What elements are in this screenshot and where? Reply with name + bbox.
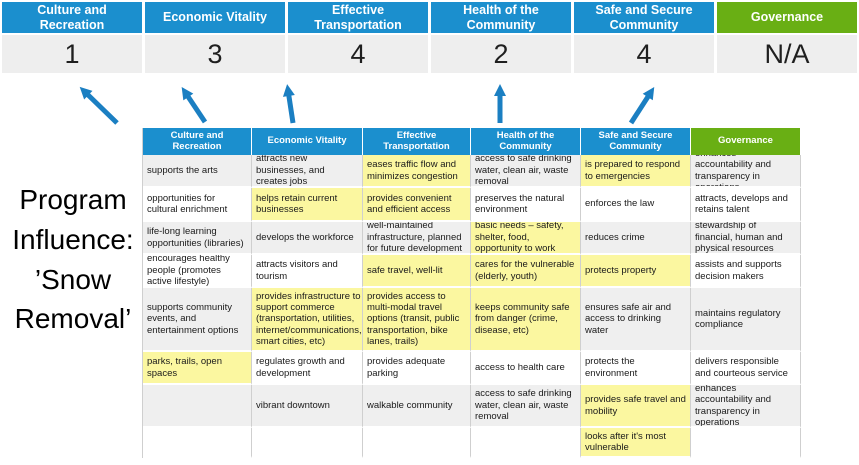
score-arrow-icon (282, 84, 296, 124)
score-arrows (79, 84, 655, 125)
matrix-cell (363, 428, 471, 458)
score-arrow-icon (79, 86, 119, 125)
matrix-header-governance: Governance (691, 128, 801, 155)
matrix-cell (143, 385, 252, 428)
matrix-cell: supports the arts (143, 155, 252, 188)
influence-matrix: Culture and Recreation Economic Vitality E… (142, 128, 801, 458)
matrix-cell: attracts, develops and retains talent (691, 188, 801, 222)
matrix-cell: basic needs – safety, shelter, food, opp… (471, 222, 581, 255)
matrix-cell: delivers responsible and courteous servi… (691, 352, 801, 385)
score-value-effective-transportation: 4 (288, 35, 428, 73)
matrix-cell: keeps community safe from danger (crime,… (471, 288, 581, 352)
matrix-header-health-of-the-community: Health of the Community (471, 128, 581, 155)
matrix-cell: preserves the natural environment (471, 188, 581, 222)
matrix-cell: enforces the law (581, 188, 691, 222)
matrix-header-culture-and-recreation: Culture and Recreation (143, 128, 252, 155)
matrix-cell: protects the environment (581, 352, 691, 385)
matrix-cell: provides convenient and efficient access (363, 188, 471, 222)
matrix-cell: cares for the vulnerable (elderly, youth… (471, 255, 581, 288)
scoreboard: Culture and Recreation Economic Vitality E… (2, 2, 857, 73)
scoreboard-header-culture-and-recreation: Culture and Recreation (2, 2, 142, 33)
score-value-health-of-the-community: 2 (431, 35, 571, 73)
scoreboard-header-effective-transportation: Effective Transportation (288, 2, 428, 33)
matrix-cell (252, 428, 363, 458)
matrix-cell: reduces crime (581, 222, 691, 255)
matrix-cell: provides infrastructure to support comme… (252, 288, 363, 352)
matrix-cell (471, 428, 581, 458)
matrix-cell: access to safe drinking water, clean air… (471, 385, 581, 428)
score-value-safe-and-secure-community: 4 (574, 35, 714, 73)
matrix-cell: is prepared to respond to emergencies (581, 155, 691, 188)
matrix-cell: protects property (581, 255, 691, 288)
matrix-cell: attracts visitors and tourism (252, 255, 363, 288)
matrix-cell: walkable community (363, 385, 471, 428)
matrix-cell: life-long learning opportunities (librar… (143, 222, 252, 255)
matrix-cell: safe travel, well-lit (363, 255, 471, 288)
matrix-cell: develops the workforce (252, 222, 363, 255)
matrix-cell: provides safe travel and mobility (581, 385, 691, 428)
matrix-cell: opportunities for cultural enrichment (143, 188, 252, 222)
matrix-cell: vibrant downtown (252, 385, 363, 428)
score-value-culture-and-recreation: 1 (2, 35, 142, 73)
matrix-cell: access to safe drinking water, clean air… (471, 155, 581, 188)
matrix-cell: regulates growth and development (252, 352, 363, 385)
matrix-cell: provides adequate parking (363, 352, 471, 385)
scoreboard-header-safe-and-secure-community: Safe and Secure Community (574, 2, 714, 33)
matrix-header-effective-transportation: Effective Transportation (363, 128, 471, 155)
program-influence-label: Program Influence: ’Snow Removal’ (12, 184, 134, 335)
matrix-cell: enhances accountability and transparency… (691, 385, 801, 428)
matrix-cell: attracts new businesses, and creates job… (252, 155, 363, 188)
matrix-cell: assists and supports decision makers (691, 255, 801, 288)
scoreboard-header-health-of-the-community: Health of the Community (431, 2, 571, 33)
matrix-cell (691, 428, 801, 458)
matrix-cell: helps retain current businesses (252, 188, 363, 222)
matrix-cell: encourages healthy people (promotes acti… (143, 255, 252, 288)
score-arrow-icon (628, 86, 655, 125)
matrix-cell: supports community events, and entertain… (143, 288, 252, 352)
score-arrow-icon (181, 87, 208, 124)
matrix-cell: enhances accountability and transparency… (691, 155, 801, 188)
matrix-header-economic-vitality: Economic Vitality (252, 128, 363, 155)
matrix-cell: maintains regulatory compliance (691, 288, 801, 352)
matrix-cell: looks after it's most vulnerable (581, 428, 691, 458)
score-value-economic-vitality: 3 (145, 35, 285, 73)
matrix-cell: eases traffic flow and minimizes congest… (363, 155, 471, 188)
matrix-cell: parks, trails, open spaces (143, 352, 252, 385)
matrix-cell (143, 428, 252, 458)
score-value-governance: N/A (717, 35, 857, 73)
matrix-header-safe-and-secure-community: Safe and Secure Community (581, 128, 691, 155)
matrix-cell: well-maintained infrastructure, planned … (363, 222, 471, 255)
matrix-cell: ensures safe air and access to drinking … (581, 288, 691, 352)
scoreboard-header-governance: Governance (717, 2, 857, 33)
matrix-cell: stewardship of financial, human and phys… (691, 222, 801, 255)
matrix-cell: access to health care (471, 352, 581, 385)
matrix-cell: provides access to multi-modal travel op… (363, 288, 471, 352)
scoreboard-header-economic-vitality: Economic Vitality (145, 2, 285, 33)
